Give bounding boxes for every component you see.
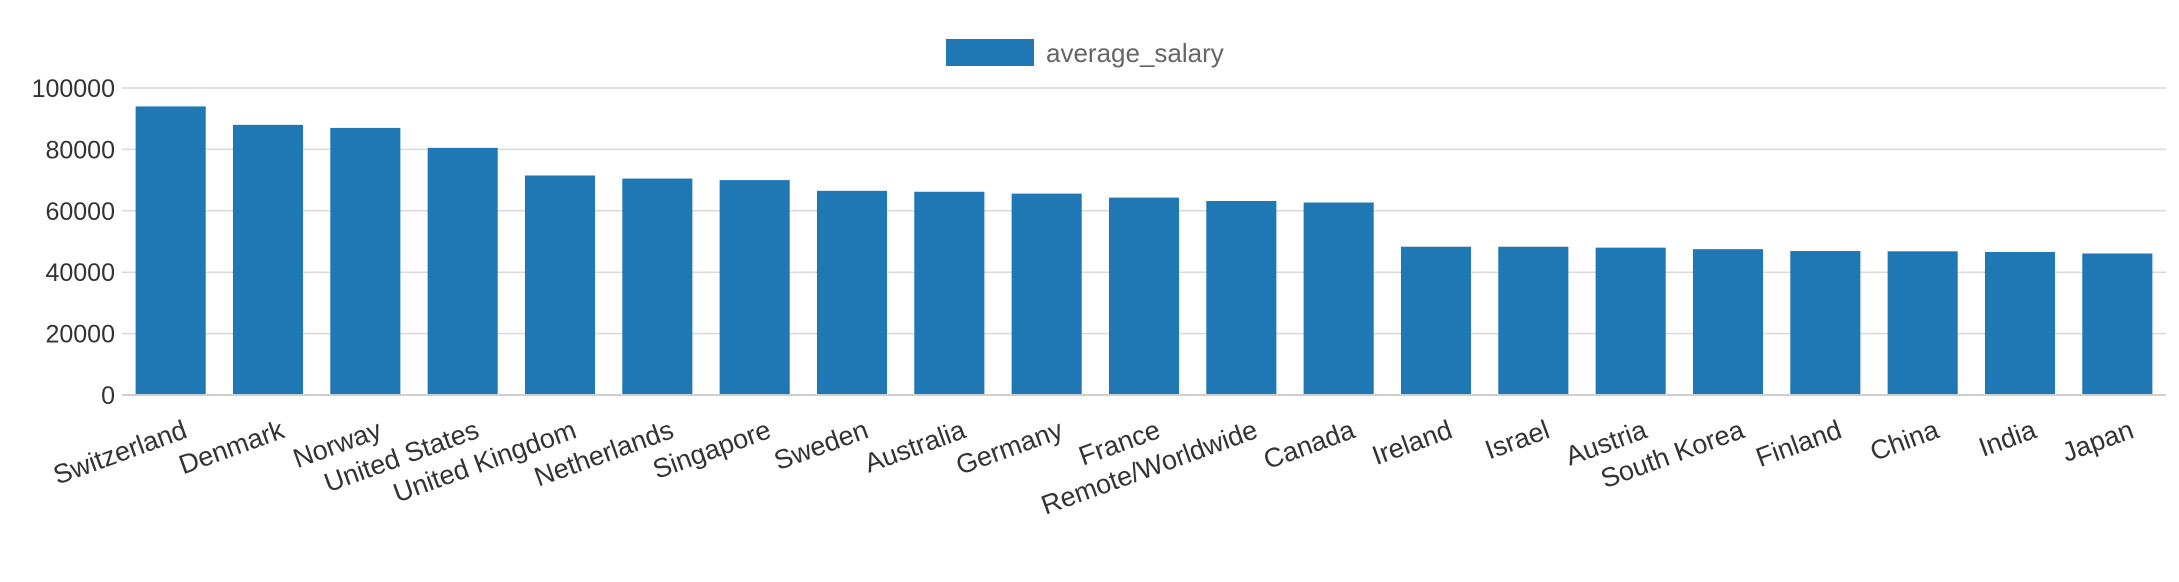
x-tick-label: Australia	[860, 414, 970, 478]
bar-south-korea[interactable]	[1692, 249, 1764, 395]
legend-swatch[interactable]	[946, 39, 1034, 66]
y-tick-label: 80000	[45, 136, 115, 164]
x-tick-label: Israel	[1481, 414, 1553, 465]
bar-australia[interactable]	[914, 191, 985, 395]
legend[interactable]: average_salary	[946, 38, 1224, 68]
bar-layer	[135, 106, 2153, 396]
bar-india[interactable]	[1984, 251, 2056, 395]
x-tick-label: Germany	[952, 414, 1067, 480]
x-tick-label: Denmark	[175, 414, 289, 480]
bar-japan[interactable]	[2082, 253, 2153, 395]
y-tick-label: 20000	[45, 321, 115, 349]
bar-austria[interactable]	[1595, 247, 1666, 395]
x-tick-label: Sweden	[770, 414, 872, 476]
bar-singapore[interactable]	[719, 180, 790, 395]
bar-france[interactable]	[1108, 197, 1180, 395]
x-tick-label: China	[1866, 414, 1943, 467]
bar-canada[interactable]	[1303, 202, 1374, 395]
bar-germany[interactable]	[1011, 193, 1082, 395]
legend-label[interactable]: average_salary	[1046, 38, 1224, 68]
bar-netherlands[interactable]	[622, 178, 693, 395]
x-tick-label: Switzerland	[49, 414, 190, 490]
x-tick-label: Ireland	[1368, 414, 1456, 470]
bar-remote-worldwide[interactable]	[1206, 200, 1277, 395]
y-tick-label: 40000	[45, 259, 115, 287]
x-tick-label: Canada	[1260, 414, 1360, 475]
y-tick-label: 60000	[45, 198, 115, 226]
bar-ireland[interactable]	[1400, 246, 1472, 395]
x-tick-label: Japan	[2058, 414, 2137, 467]
bar-israel[interactable]	[1498, 246, 1569, 395]
bar-united-states[interactable]	[427, 147, 498, 395]
y-tick-label: 100000	[32, 75, 115, 103]
bar-norway[interactable]	[330, 127, 401, 395]
bar-sweden[interactable]	[816, 190, 888, 395]
y-tick-label: 0	[101, 382, 115, 410]
bar-finland[interactable]	[1790, 251, 1861, 395]
x-tick-label: Finland	[1752, 414, 1845, 472]
bar-switzerland[interactable]	[135, 106, 206, 396]
x-tick-label: India	[1975, 414, 2041, 463]
bar-denmark[interactable]	[232, 124, 304, 395]
bar-china[interactable]	[1887, 251, 1958, 395]
bar-united-kingdom[interactable]	[524, 175, 596, 395]
